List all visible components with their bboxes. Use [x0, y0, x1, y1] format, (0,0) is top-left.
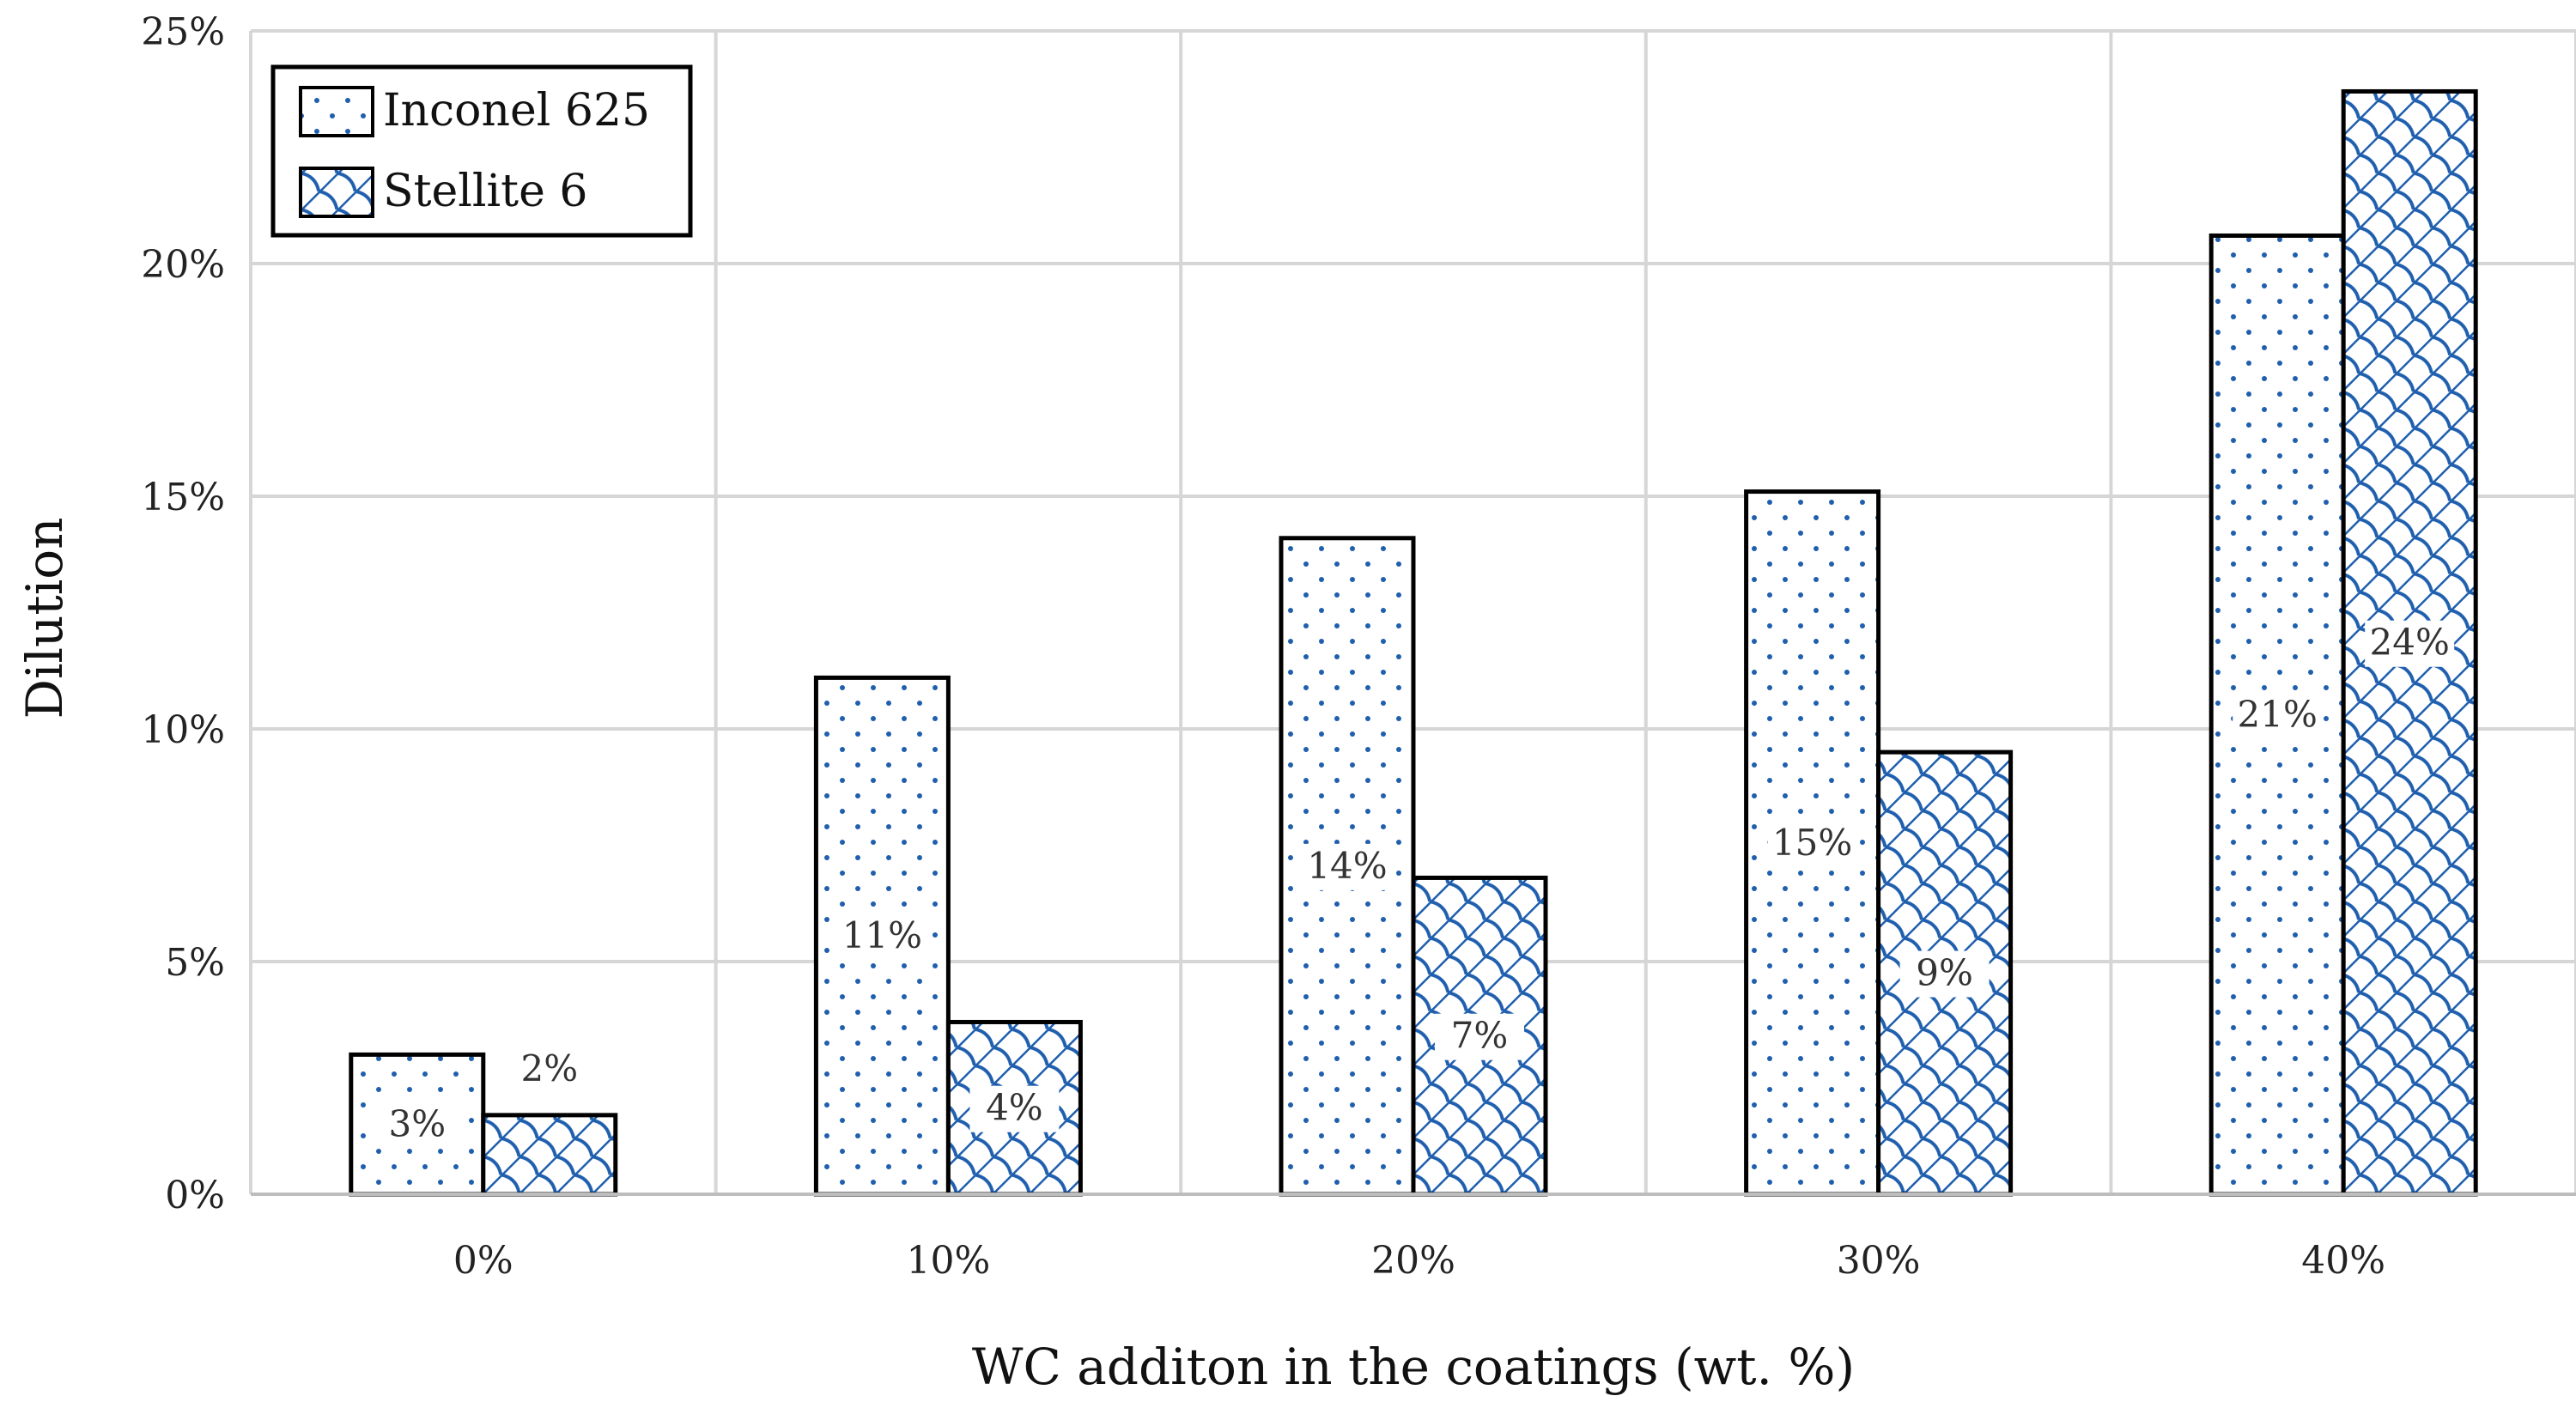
grid-lines	[249, 29, 2576, 1194]
legend-label-inconel-625: Inconel 625	[383, 85, 650, 137]
data-labels: 3% 11% 14% 15% 21% 2% 4% 7% 9% 24%	[372, 620, 2455, 1149]
bars	[349, 88, 2478, 1197]
data-label-bg	[1899, 950, 1990, 998]
data-label-inconel-625: 14%	[1307, 845, 1387, 887]
axes: 0% 5% 10% 15% 20% 25% 0% 10% 20% 30% 40%	[141, 10, 2576, 1283]
x-tick-label: 20%	[1371, 1239, 1455, 1283]
y-tick-label: 5%	[165, 941, 225, 985]
data-label-inconel-625: 15%	[1772, 822, 1852, 864]
data-label-inconel-625: 21%	[2238, 694, 2318, 736]
y-tick-label: 0%	[165, 1174, 225, 1217]
x-axis-title: WC additon in the coatings (wt. %)	[972, 1338, 1855, 1396]
data-label-stellite-6: 4%	[986, 1087, 1043, 1129]
data-label-bg	[2365, 620, 2455, 667]
x-tick-label: 30%	[1837, 1239, 1921, 1283]
y-tick-label: 25%	[141, 10, 225, 54]
data-label-bg	[1303, 843, 1392, 890]
y-axis-title: Dilution	[15, 517, 74, 719]
x-tick-label: 40%	[2301, 1239, 2385, 1283]
data-label-stellite-6: 24%	[2370, 622, 2450, 664]
data-label-stellite-6: 7%	[1451, 1015, 1509, 1057]
data-label-stellite-6: 9%	[1916, 952, 1973, 994]
data-label-inconel-625: 11%	[842, 914, 922, 956]
y-tick-label: 15%	[141, 476, 225, 519]
legend: Inconel 625 Stellite 6	[270, 64, 693, 238]
data-label-stellite-6: 2%	[520, 1047, 578, 1089]
y-tick-label: 10%	[141, 708, 225, 752]
data-label-bg	[969, 1085, 1060, 1132]
data-label-bg	[2233, 692, 2323, 739]
data-label-bg	[1767, 820, 1857, 867]
data-label-inconel-625: 3%	[388, 1103, 446, 1145]
x-tick-label: 0%	[453, 1239, 513, 1283]
legend-label-stellite-6: Stellite 6	[383, 166, 587, 217]
x-tick-label: 10%	[907, 1239, 991, 1283]
legend-swatch-stellite-6	[299, 167, 374, 218]
legend-swatch-inconel-625	[299, 86, 374, 137]
data-label-bg	[372, 1102, 462, 1149]
bar-stellite-6	[481, 1113, 618, 1197]
data-label-bg	[1435, 1013, 1524, 1060]
y-tick-label: 20%	[141, 243, 225, 287]
data-label-bg	[837, 913, 927, 961]
